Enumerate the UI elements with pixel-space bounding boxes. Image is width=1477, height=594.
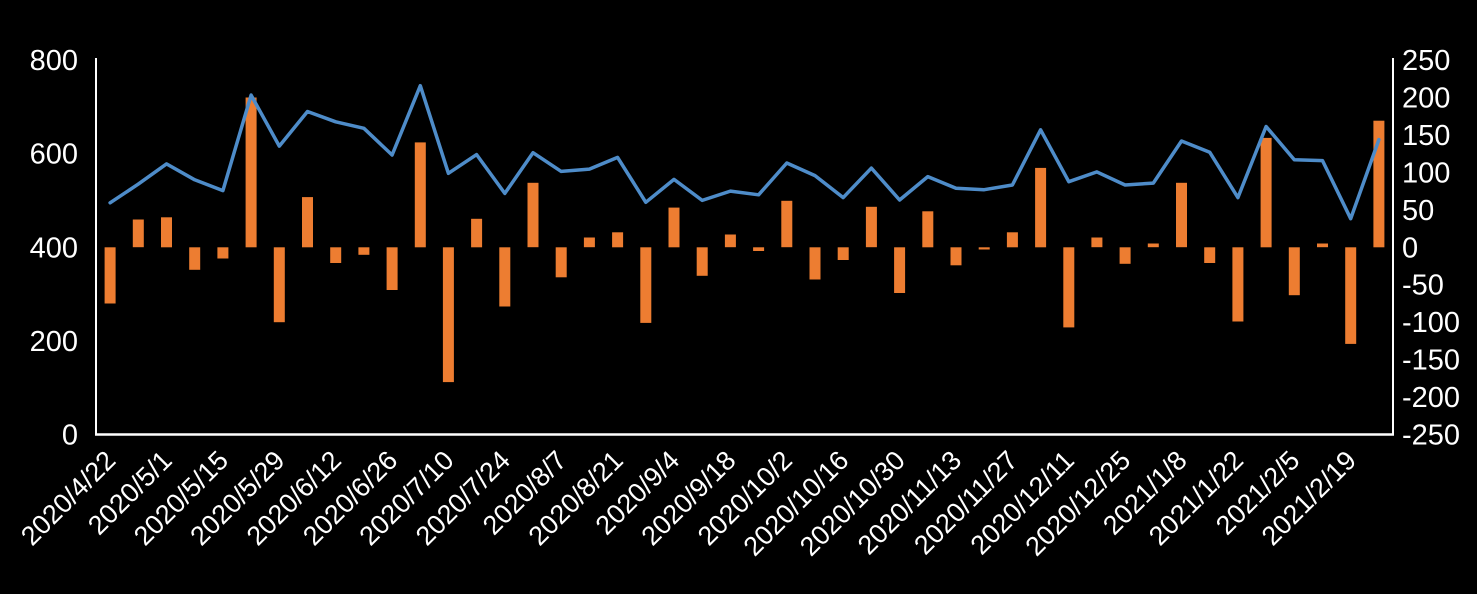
bar — [922, 211, 934, 248]
bar — [894, 247, 906, 293]
bar — [1232, 247, 1244, 322]
bar — [1006, 232, 1018, 248]
bar — [837, 247, 849, 260]
right-axis-tick-label: 50 — [1402, 195, 1434, 227]
bar — [1063, 247, 1075, 328]
bar — [696, 247, 708, 276]
bar — [161, 217, 172, 248]
bar — [1288, 247, 1300, 296]
bar — [245, 97, 257, 248]
bar — [753, 247, 765, 251]
right-axis-tick-label: -150 — [1402, 345, 1460, 377]
bar — [809, 247, 821, 280]
right-axis-tick-label: 250 — [1402, 45, 1450, 77]
right-axis-tick-label: -100 — [1402, 307, 1460, 339]
bar — [1119, 247, 1131, 264]
bar — [950, 247, 962, 266]
bar — [217, 247, 229, 259]
bar — [1035, 167, 1047, 248]
bar — [781, 200, 793, 248]
bar — [865, 206, 877, 248]
bar — [189, 247, 201, 270]
bar — [358, 247, 370, 255]
bar — [1204, 247, 1216, 263]
bar — [302, 197, 313, 248]
right-axis-tick-label: -50 — [1402, 270, 1444, 302]
bar — [132, 219, 144, 248]
bar — [330, 247, 342, 263]
bar — [1176, 182, 1187, 248]
bar — [471, 218, 483, 248]
bar — [104, 247, 116, 304]
left-axis-tick-label: 0 — [62, 420, 78, 452]
bar — [1373, 120, 1385, 248]
bar — [499, 247, 511, 307]
bar — [1345, 247, 1357, 344]
bar — [527, 182, 539, 248]
bar — [583, 237, 595, 248]
right-axis-tick-label: 150 — [1402, 120, 1450, 152]
bar — [612, 232, 624, 248]
left-axis-tick-label: 800 — [30, 45, 78, 77]
left-axis-tick-label: 200 — [30, 326, 78, 358]
bar — [442, 247, 454, 383]
left-axis-tick-label: 400 — [30, 232, 78, 264]
bar — [1317, 243, 1328, 248]
bar — [724, 234, 736, 248]
bar — [1091, 237, 1103, 248]
bar — [414, 142, 426, 248]
line-series — [108, 83, 1381, 221]
bar — [555, 247, 567, 278]
left-axis-tick-label: 600 — [30, 139, 78, 171]
right-axis-tick-label: 0 — [1402, 232, 1418, 264]
bar — [640, 247, 652, 323]
bar — [668, 207, 680, 248]
right-axis-tick-label: -200 — [1402, 382, 1460, 414]
right-axis-tick-label: 100 — [1402, 157, 1450, 189]
bar — [1260, 137, 1272, 248]
bar — [978, 247, 990, 250]
right-axis-tick-label: -250 — [1402, 420, 1460, 452]
bar — [386, 247, 398, 290]
bar — [1147, 243, 1159, 248]
bar — [273, 247, 285, 323]
right-axis-tick-label: 200 — [1402, 83, 1450, 115]
